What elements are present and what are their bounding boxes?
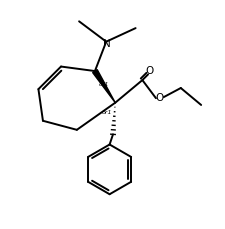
Text: N: N [102,39,110,49]
Text: O: O [144,66,153,76]
Polygon shape [92,70,115,103]
Text: O: O [155,93,163,103]
Text: or1: or1 [102,110,112,115]
Text: or1: or1 [98,82,109,87]
